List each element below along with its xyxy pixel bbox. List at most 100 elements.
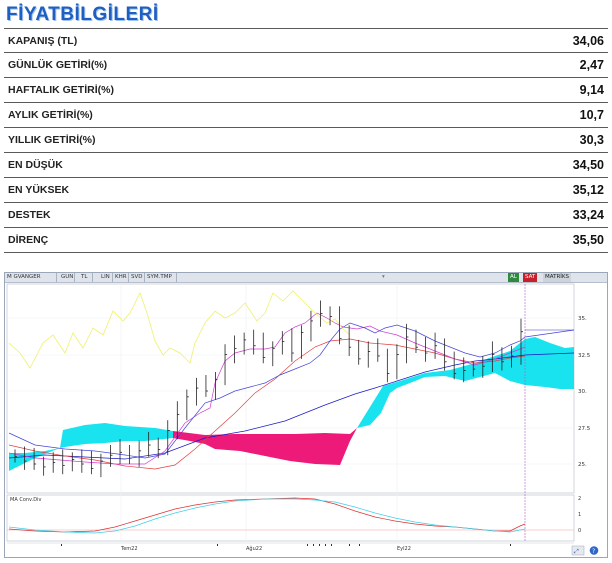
help-icon[interactable]: ? bbox=[589, 546, 599, 555]
indicator-label: MA Conv.Div bbox=[10, 497, 41, 503]
price-bar bbox=[81, 449, 84, 473]
row-value: 35,50 bbox=[572, 233, 604, 247]
ticker-selector[interactable]: M GVANGER bbox=[5, 273, 57, 282]
candlestick-series bbox=[14, 300, 523, 478]
macd-line bbox=[8, 497, 526, 533]
price-bar bbox=[186, 389, 189, 421]
price-bar bbox=[205, 374, 208, 397]
price-row: GÜNLÜK GETİRİ(%) 2,47 bbox=[4, 53, 608, 78]
price-bar bbox=[262, 332, 266, 364]
price-bar bbox=[415, 329, 418, 354]
price-bar bbox=[90, 450, 94, 475]
price-bar bbox=[444, 338, 447, 371]
ichimoku-cloud-positive bbox=[9, 423, 173, 471]
price-bar bbox=[329, 306, 333, 326]
ma-line-darkblue bbox=[8, 322, 575, 459]
svd-button[interactable]: SVD bbox=[129, 273, 145, 282]
price-bar bbox=[520, 318, 523, 365]
chevron-down-icon[interactable]: ▾ bbox=[382, 274, 385, 280]
price-bar bbox=[291, 328, 294, 362]
buy-button[interactable]: AL bbox=[508, 273, 519, 282]
row-value: 9,14 bbox=[579, 83, 604, 97]
price-bar bbox=[24, 446, 27, 470]
price-bar bbox=[253, 329, 256, 355]
row-label: EN YÜKSEK bbox=[8, 184, 70, 196]
row-label: HAFTALIK GETİRİ(%) bbox=[8, 84, 114, 96]
period-button[interactable]: GUN bbox=[61, 273, 75, 282]
template-button[interactable]: SYM.TMP bbox=[145, 273, 177, 282]
row-label: GÜNLÜK GETİRİ(%) bbox=[8, 59, 108, 71]
price-bar bbox=[119, 439, 123, 464]
price-bar bbox=[281, 331, 285, 355]
price-bar bbox=[491, 341, 495, 373]
row-label: YILLIK GETİRİ(%) bbox=[8, 134, 96, 146]
price-bar bbox=[463, 357, 466, 383]
price-bar bbox=[71, 452, 75, 472]
price-bar bbox=[100, 453, 103, 478]
indicator-tick: 2 bbox=[578, 496, 581, 502]
price-row: DİRENÇ 35,50 bbox=[4, 228, 608, 253]
price-bar bbox=[310, 310, 313, 342]
y-tick-label: 32.5 bbox=[578, 353, 591, 359]
price-bar bbox=[138, 440, 142, 467]
indicator-tick: 1 bbox=[578, 512, 581, 518]
price-row: HAFTALIK GETİRİ(%) 9,14 bbox=[4, 78, 608, 103]
price-bar bbox=[129, 445, 132, 464]
row-value: 34,50 bbox=[572, 158, 604, 172]
price-bar bbox=[367, 341, 371, 368]
price-bar bbox=[453, 351, 457, 380]
sell-button[interactable]: SAT bbox=[523, 273, 538, 282]
price-bar bbox=[157, 437, 161, 459]
y-tick-label: 30. bbox=[578, 389, 587, 395]
page-title-wrap: FİYATBİLGİLERİ bbox=[6, 2, 159, 28]
price-info-table: KAPANIŞ (TL) 34,06 GÜNLÜK GETİRİ(%) 2,47 H… bbox=[4, 28, 608, 253]
y-tick-label: 25. bbox=[578, 462, 587, 468]
y-tick-label: 35. bbox=[578, 316, 587, 322]
chart-toolbar: M GVANGER GUN TL LIN KHR SVD SYM.TMP ▾ A… bbox=[5, 273, 607, 283]
ichimoku-cloud-positive bbox=[357, 337, 574, 428]
price-row: EN DÜŞÜK 34,50 bbox=[4, 153, 608, 178]
price-row: DESTEK 33,24 bbox=[4, 203, 608, 228]
price-row: YILLIK GETİRİ(%) 30,3 bbox=[4, 128, 608, 153]
price-row: AYLIK GETİRİ(%) 10,7 bbox=[4, 103, 608, 128]
price-bar bbox=[425, 336, 428, 362]
price-bar bbox=[386, 348, 390, 383]
row-label: EN DÜŞÜK bbox=[8, 159, 63, 171]
price-bar bbox=[348, 325, 352, 356]
khr-button[interactable]: KHR bbox=[113, 273, 129, 282]
x-tick-label: Ağu22 bbox=[246, 545, 262, 552]
price-bar bbox=[501, 347, 504, 371]
row-value: 30,3 bbox=[579, 133, 604, 147]
price-bar bbox=[14, 449, 17, 463]
currency-button[interactable]: TL bbox=[79, 273, 93, 282]
row-label: DİRENÇ bbox=[8, 234, 49, 246]
price-bar bbox=[148, 431, 151, 457]
price-bar bbox=[215, 372, 218, 400]
price-bar bbox=[406, 323, 409, 364]
row-value: 10,7 bbox=[579, 108, 604, 122]
stock-chart[interactable]: M GVANGER GUN TL LIN KHR SVD SYM.TMP ▾ A… bbox=[4, 272, 608, 558]
scale-button[interactable]: LIN bbox=[99, 273, 113, 282]
price-bar bbox=[358, 339, 361, 365]
matriks-logo: MATRİKS bbox=[543, 273, 571, 282]
price-bar bbox=[482, 355, 485, 378]
macd-signal-line bbox=[8, 498, 526, 534]
price-bar bbox=[243, 332, 247, 355]
price-bar bbox=[339, 306, 342, 345]
price-row: EN YÜKSEK 35,12 bbox=[4, 178, 608, 203]
price-bar bbox=[272, 341, 275, 367]
x-tick-label: Eyl22 bbox=[397, 546, 411, 552]
y-tick-label: 27.5 bbox=[578, 426, 591, 432]
svg-text:⤢: ⤢ bbox=[574, 548, 579, 555]
svg-text:?: ? bbox=[592, 548, 595, 555]
row-value: 33,24 bbox=[572, 208, 604, 222]
ichimoku-cloud-negative bbox=[173, 428, 357, 465]
price-bar bbox=[234, 335, 237, 364]
price-row: KAPANIŞ (TL) 34,06 bbox=[4, 28, 608, 53]
price-bar bbox=[195, 377, 199, 406]
x-tick-label: Tem22 bbox=[120, 546, 138, 552]
y-axis-labels: 35. 32.5 30. 27.5 25. bbox=[578, 316, 591, 468]
zoom-icon[interactable]: ⤢ bbox=[571, 545, 585, 556]
page-title: FİYATBİLGİLERİ bbox=[6, 4, 159, 25]
price-bar bbox=[43, 456, 46, 476]
